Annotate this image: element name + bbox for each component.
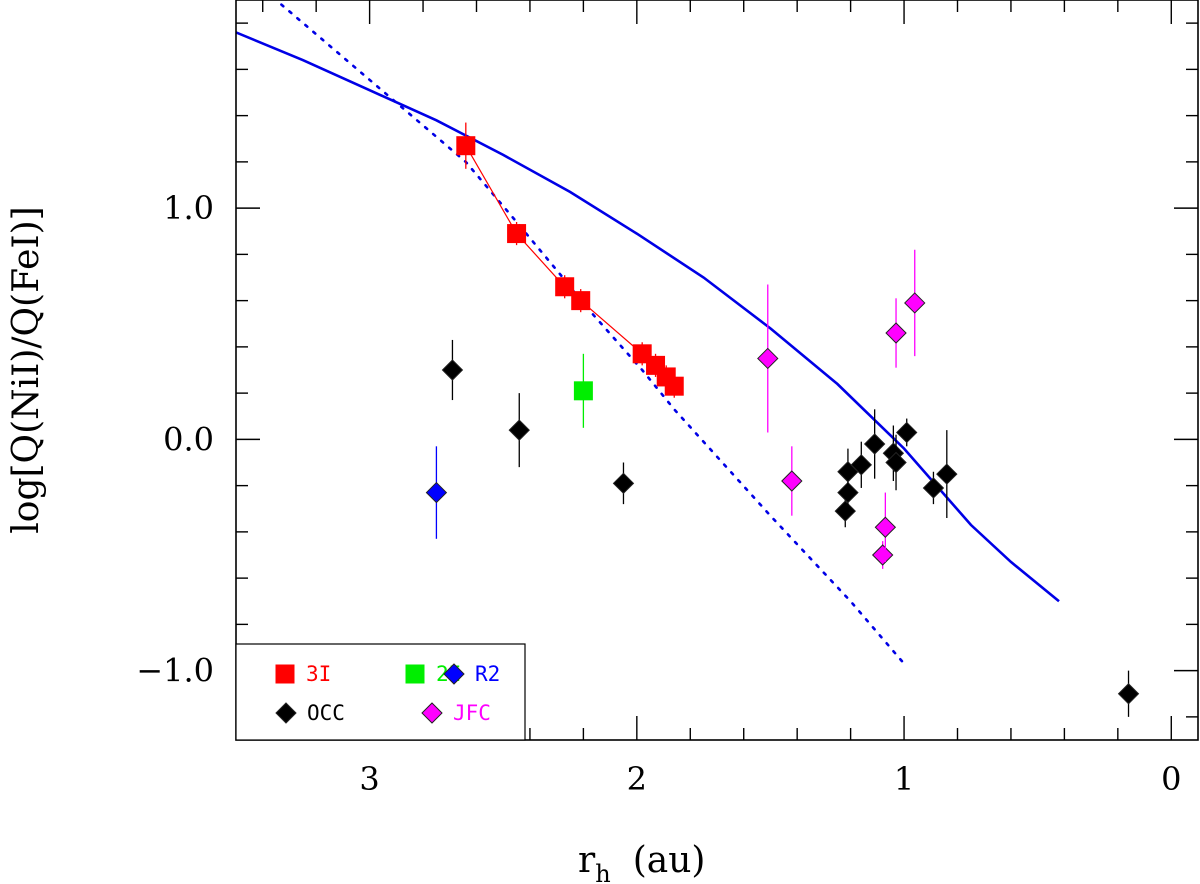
- series-occ-point: [441, 359, 464, 381]
- series-occ-point: [508, 419, 530, 441]
- legend-marker-r2: [443, 663, 465, 685]
- y-tick-label: 1.0: [163, 189, 214, 227]
- x-axis-label: rh (au): [578, 840, 705, 884]
- tick-labels: 3 2 1 0 1.0 0.0 −1.0: [136, 189, 1181, 798]
- series-occ-point: [1117, 683, 1140, 705]
- series-occ-point: [850, 454, 873, 476]
- series-jfc: [757, 249, 926, 569]
- legend-label-3i: 3I: [306, 662, 331, 686]
- series-2i-point: [573, 381, 593, 401]
- x-tick-label: 0: [1161, 760, 1181, 798]
- y-tick-label: −1.0: [136, 652, 214, 690]
- series-jfc-point: [871, 544, 894, 566]
- series-jfc-point: [757, 347, 779, 370]
- series-3i-point: [571, 291, 591, 311]
- legend-marker-occ: [275, 702, 297, 724]
- series-3i-point: [456, 136, 476, 156]
- legend-marker-jfc: [421, 702, 443, 724]
- y-tick-label: 0.0: [163, 420, 214, 458]
- fit-curves: [236, 3, 1060, 665]
- series-3i-point: [664, 376, 684, 396]
- x-tick-label: 2: [627, 760, 647, 798]
- series-occ-point: [863, 433, 886, 455]
- series-occ-point: [834, 500, 856, 522]
- series-occ-point: [885, 451, 907, 474]
- series-2i: [573, 353, 593, 428]
- legend-label-r2: R2: [475, 662, 500, 686]
- x-tick-label: 1: [894, 760, 914, 798]
- legend: 3I2IR2OCCJFC: [235, 643, 526, 741]
- series-jfc-point: [781, 470, 803, 492]
- series-occ: [441, 339, 1140, 717]
- series-r2: [425, 446, 448, 539]
- legend-label-jfc: JFC: [453, 701, 491, 725]
- data-points: [425, 122, 1140, 717]
- series-3i: [456, 122, 684, 398]
- legend-box: [235, 643, 526, 741]
- legend-label-occ: OCC: [307, 701, 345, 725]
- plot-frame: [235, 0, 1199, 741]
- series-r2-point: [425, 481, 448, 504]
- series-occ-point: [612, 472, 635, 495]
- series-occ-point: [896, 421, 918, 444]
- series-3i-point: [507, 224, 527, 244]
- legend-marker-2i: [405, 664, 425, 684]
- x-tick-label: 3: [359, 760, 379, 798]
- series-occ-point: [922, 477, 945, 499]
- series-3i-point: [555, 277, 575, 297]
- series-jfc-point: [885, 322, 907, 344]
- x-axis-label-subscript: h: [595, 860, 610, 884]
- dotted-fit-curve: [280, 3, 906, 665]
- series-jfc-point: [904, 292, 926, 314]
- series-occ-point: [936, 463, 958, 485]
- axis-ticks: [236, 0, 1198, 740]
- legend-marker-3i: [275, 664, 295, 684]
- series-jfc-point: [874, 516, 897, 538]
- solid-fit-curve: [236, 31, 1060, 603]
- x-axis-label-unit: (au): [633, 840, 706, 881]
- y-axis-label: log[Q(NiI)/Q(FeI)]: [6, 206, 47, 533]
